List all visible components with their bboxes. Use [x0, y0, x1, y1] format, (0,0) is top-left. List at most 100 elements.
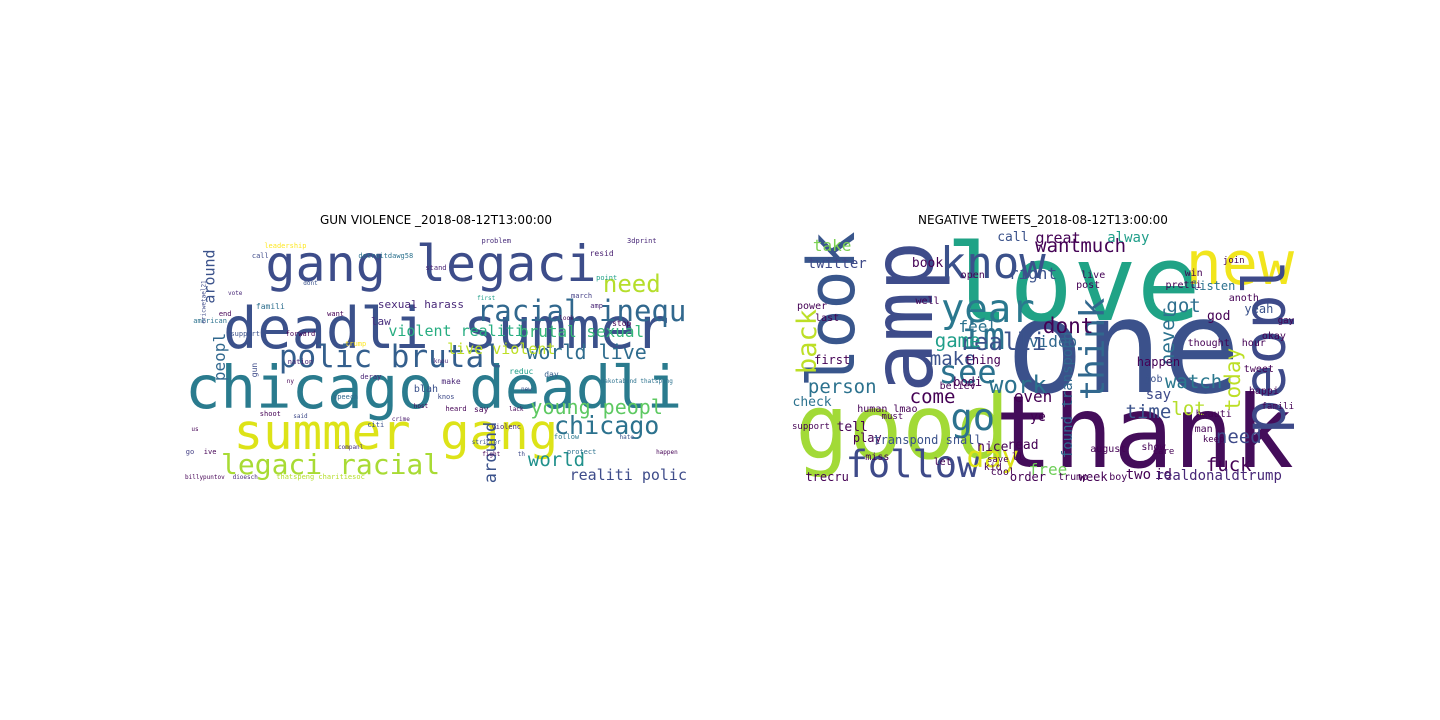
wordcloud-word: free	[1028, 460, 1068, 480]
wordcloud-word: tell	[836, 420, 868, 436]
wordcloud-word: end	[218, 309, 232, 318]
wordcloud-word: call	[251, 251, 269, 260]
wordcloud-word: companl	[338, 443, 364, 451]
wordcloud-word: 3dprint	[627, 236, 657, 245]
wordcloud-word: boy	[1109, 471, 1128, 483]
wordcloud-word: legaci racial	[221, 448, 441, 482]
wordcloud-word: even	[1013, 387, 1053, 407]
wordcloud-word: care	[1152, 447, 1175, 458]
wordcloud-word: gang legaci	[265, 234, 597, 293]
wordcloud-word: vote	[227, 290, 243, 297]
wordcloud-word: gay	[1277, 316, 1294, 327]
wordcloud-word: resid	[589, 248, 614, 258]
wordcloud-word: violent realiti	[388, 322, 524, 341]
wordcloud-word: august	[1090, 444, 1127, 456]
wordcloud-word: dioesch	[232, 473, 258, 481]
wordcloud-word: happen	[656, 448, 678, 456]
wordcloud-word: ive	[203, 448, 217, 457]
wordcloud-word: law	[370, 315, 391, 329]
wordcloud-word: first	[477, 295, 496, 303]
wordcloud-word: need	[1215, 426, 1262, 449]
wordcloud-word: sexual harass	[377, 297, 464, 311]
wordcloud-word: order	[1009, 470, 1046, 483]
wordcloud-word: realdonaldtrump	[1155, 468, 1282, 483]
wordcloud-word: thatspeng charitiesoc	[276, 473, 365, 482]
wordcloud-word: shoot	[259, 410, 281, 419]
wordcloud-word: ye	[1030, 409, 1046, 425]
wordcloud-word: point	[596, 274, 618, 283]
wordcloud-word: know	[939, 237, 1046, 289]
wordcloud-word: realiti polic	[569, 465, 687, 483]
wordcloud-word: nice	[977, 440, 1009, 456]
wordcloud-word: got	[1166, 295, 1201, 318]
wordcloud-word: deray	[360, 372, 382, 381]
wordcloud-word: deadli summer	[222, 295, 670, 362]
wordcloud-word: check	[792, 394, 832, 410]
wordcloud-word: live	[1081, 270, 1106, 282]
wordcloud-word: th	[517, 451, 525, 459]
wordcloud-word: dont	[1042, 314, 1094, 339]
wordcloud-word: see	[938, 353, 997, 392]
wordcloud-word: blah	[413, 383, 438, 395]
wordcloud-word: right	[1008, 263, 1058, 283]
wordcloud-word: detroitdawg58	[358, 251, 414, 260]
wordcloud-word: support	[792, 422, 830, 433]
wordcloud-word: lot	[1171, 398, 1206, 421]
wordcloud-word: want	[327, 309, 345, 318]
wordcloud-word: come	[909, 385, 956, 408]
wordcloud-word: heard	[445, 405, 467, 414]
wordcloud-word: host	[413, 403, 429, 411]
wordcloud-word: ericwetael21	[201, 279, 209, 324]
wordcloud-word: forward	[285, 329, 316, 338]
wordcloud-word: new	[520, 385, 532, 393]
wordcloud-word: fuck	[1205, 453, 1252, 476]
wordcloud-word: book	[911, 256, 944, 272]
wordcloud-word: day	[966, 440, 1019, 475]
wordcloud-word: twitter	[807, 255, 867, 272]
wordcloud-word: bodi	[953, 375, 983, 390]
wordcloud-word: leadership	[264, 241, 307, 250]
wordcloud-word: said	[293, 413, 308, 421]
wordcloud-panel-negative-tweets: NEGATIVE TWEETS_2018-08-12T13:00:00 one l…	[792, 213, 1294, 483]
wordcloud-word: game	[934, 330, 981, 353]
wordcloud-word: must	[881, 411, 904, 422]
wordcloud-word: racial inequ	[476, 294, 687, 329]
wordcloud-word: week	[1078, 470, 1108, 483]
wordcloud-word: okay	[1261, 330, 1286, 342]
wordcloud-word: person	[807, 375, 877, 398]
wordcloud-word: famili	[255, 301, 285, 311]
wordcloud-word: brutal sexual	[518, 321, 645, 341]
wordcloud-word: go	[185, 448, 195, 457]
wordcloud-word: realli	[959, 327, 1047, 356]
wordcloud-word: american	[193, 317, 227, 326]
wordcloud-word: polic brutal	[278, 338, 503, 375]
wordcloud-word: support	[230, 329, 260, 338]
wordcloud-word: found transpond	[1060, 331, 1077, 459]
wordcloud-word: nation	[287, 357, 314, 366]
wordcloud-word: reduc	[509, 367, 534, 377]
wordcloud-word: cool	[990, 466, 1015, 478]
wordcloud-word: citi	[367, 420, 385, 429]
wordcloud-word: thing	[964, 352, 1001, 367]
wordcloud-word: keep	[1202, 434, 1225, 445]
wordcloud-word: happi	[1248, 386, 1279, 398]
chart-title: GUN VIOLENCE _2018-08-12T13:00:00	[319, 213, 553, 227]
wordcloud-word: yeah	[1244, 302, 1274, 317]
wordcloud-word: love	[945, 231, 1201, 345]
wordcloud-word: peopl	[210, 332, 230, 382]
wordcloud-word: time	[1125, 400, 1172, 423]
wordcloud-word: stop	[612, 319, 632, 329]
wordcloud-word: happen	[1136, 355, 1181, 370]
wordcloud-word: violenc	[491, 423, 522, 432]
wordcloud-word: billypuntov	[185, 473, 225, 481]
wordcloud-word: need	[602, 269, 661, 298]
wordcloud-word: famili	[1261, 401, 1294, 412]
wordcloud-word: follow	[553, 433, 580, 442]
wordcloud-word: ll	[1011, 451, 1024, 463]
wordcloud-word: feel	[958, 316, 997, 336]
wordcloud-word: human lmao	[857, 403, 918, 415]
wordcloud-word: young peopl	[530, 395, 663, 420]
wordcloud-word: man	[1194, 424, 1213, 436]
wordcloud-word: play	[852, 430, 882, 445]
wordcloud-word: transpond snall	[873, 433, 982, 448]
